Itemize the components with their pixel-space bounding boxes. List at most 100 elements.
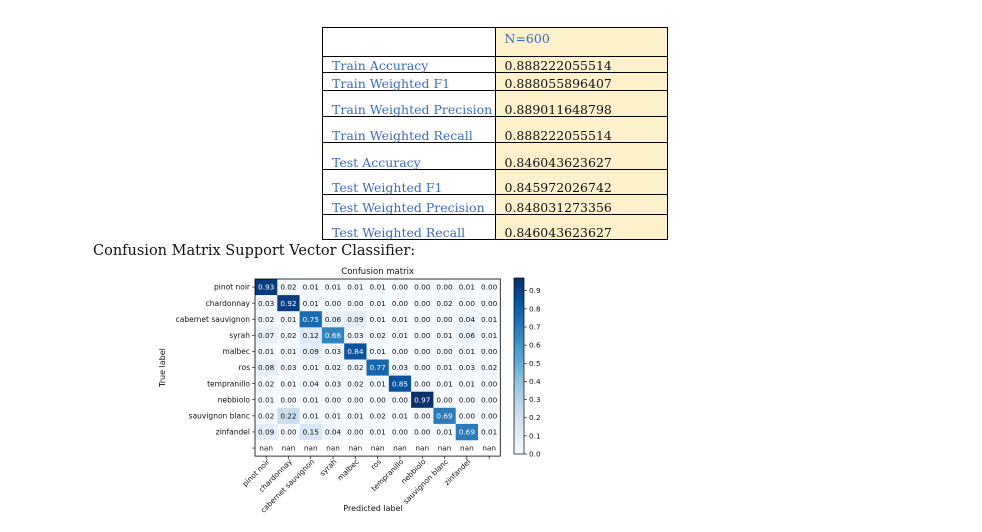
matrix-cell-label: 0.03 (459, 363, 476, 372)
colorbar-tick-label: 0.2 (529, 413, 541, 422)
y-tick-label: chardonnay (206, 299, 251, 308)
table-header-row: N=600 (322, 27, 668, 57)
matrix-cell (478, 391, 501, 409)
chart-title: Confusion matrix (341, 267, 414, 277)
matrix-cell-label: 0.00 (414, 315, 431, 324)
matrix-cell-label: 0.00 (414, 283, 431, 292)
matrix-cell-label: 0.09 (258, 428, 275, 437)
matrix-cell-label: 0.03 (392, 363, 409, 372)
matrix-cell-label: 0.00 (481, 411, 498, 420)
matrix-cell (299, 375, 323, 392)
y-tick-label: pinot noir (214, 283, 251, 292)
colorbar-tick-label: 0.0 (529, 450, 541, 459)
matrix-cell (478, 295, 501, 312)
matrix-cell (455, 295, 479, 312)
matrix-cell-label: 0.00 (414, 363, 431, 372)
x-axis-label: Predicted label (343, 504, 402, 513)
matrix-cell-label: 0.01 (280, 347, 296, 356)
matrix-cell (255, 359, 278, 376)
matrix-cell (366, 391, 390, 409)
matrix-cell (478, 407, 501, 425)
matrix-cell-label: 0.01 (392, 315, 408, 324)
matrix-cell-label: 0.08 (258, 363, 275, 372)
matrix-cell (344, 327, 367, 344)
matrix-cell (455, 375, 479, 392)
matrix-cell (366, 359, 390, 376)
matrix-cell-label: 0.01 (370, 428, 386, 437)
matrix-cell-label: 0.01 (258, 395, 274, 404)
matrix-cell (366, 327, 390, 344)
y-tick-label: tempranillo (207, 379, 250, 388)
matrix-cell (344, 279, 367, 296)
matrix-cell (321, 407, 345, 425)
y-tick-label: ros (239, 363, 251, 372)
matrix-cell (433, 391, 456, 409)
matrix-cell (255, 407, 278, 425)
colorbar-tick-label: 0.5 (529, 359, 541, 368)
matrix-cell (366, 311, 390, 328)
matrix-cell-label: nan (304, 444, 318, 453)
matrix-cell-label: 0.02 (258, 411, 274, 420)
matrix-cell (478, 359, 501, 376)
matrix-cell-label: 0.01 (370, 347, 386, 356)
matrix-cell (255, 295, 278, 312)
colorbar-tick-label: 0.9 (529, 286, 541, 295)
matrix-cell (366, 423, 390, 441)
matrix-cell-label: 0.01 (303, 283, 319, 292)
matrix-cell-label: 0.02 (436, 299, 452, 308)
matrix-cell-label: 0.97 (414, 395, 431, 404)
matrix-cell-label: 0.01 (370, 283, 386, 292)
matrix-cell (478, 343, 501, 360)
table-row: Train Weighted Recall 0.888222055514 (322, 116, 668, 143)
matrix-cell (478, 279, 501, 296)
table-row: Test Accuracy 0.846043623627 (322, 142, 668, 170)
matrix-cell-label: 0.04 (325, 428, 342, 437)
matrix-cell-label: 0.77 (370, 363, 387, 372)
colorbar-tick-label: 0.8 (529, 304, 541, 313)
matrix-cell (344, 311, 367, 328)
matrix-cell-label: 0.00 (392, 395, 409, 404)
matrix-cell-label: 0.01 (459, 347, 475, 356)
matrix-cell (433, 327, 456, 344)
metrics-table: N=600 Train Accuracy 0.888222055514 Trai… (322, 27, 668, 240)
matrix-cell-label: 0.00 (392, 347, 409, 356)
matrix-cell (455, 391, 479, 409)
y-tick-label: nebbiolo (218, 395, 251, 404)
matrix-cell (433, 343, 456, 360)
matrix-cell-label: nan (460, 444, 474, 453)
matrix-cell (344, 295, 367, 312)
matrix-cell-label: 0.01 (370, 315, 386, 324)
matrix-cell-label: 0.00 (347, 428, 364, 437)
metrics-table-body: N=600 Train Accuracy 0.888222055514 Trai… (322, 27, 668, 240)
matrix-cell-label: 0.01 (303, 299, 319, 308)
matrix-cell (277, 279, 300, 296)
matrix-cell-label: nan (326, 444, 340, 453)
matrix-cell (411, 423, 434, 441)
matrix-cell-label: 0.04 (303, 379, 320, 388)
colorbar-tick-label: 0.1 (529, 431, 541, 440)
matrix-cell (433, 375, 456, 392)
matrix-cell (455, 423, 479, 441)
colorbar-tick-label: 0.4 (529, 377, 541, 386)
matrix-cell (277, 295, 300, 312)
table-row-label: Test Weighted Recall (322, 214, 496, 240)
matrix-cell (321, 423, 345, 441)
matrix-cell-label: 0.02 (347, 379, 363, 388)
matrix-cell-label: 0.09 (347, 315, 364, 324)
matrix-cell (411, 391, 434, 409)
matrix-cell (255, 327, 278, 344)
table-row-label: Test Weighted F1 (322, 169, 496, 195)
matrix-cell-label: 0.01 (392, 331, 408, 340)
matrix-cell (344, 343, 367, 360)
matrix-cell-label: 0.22 (280, 411, 296, 420)
matrix-cell (321, 327, 345, 344)
matrix-cell (455, 311, 479, 328)
matrix-cell-label: 0.01 (370, 299, 386, 308)
matrix-cell (321, 359, 345, 376)
matrix-cell-label: 0.02 (325, 363, 341, 372)
matrix-cell-label: 0.03 (258, 299, 275, 308)
matrix-cell-label: 0.01 (280, 379, 296, 388)
table-row-label: Train Accuracy (322, 56, 496, 73)
table-row-label: Test Accuracy (322, 142, 496, 170)
table-row-value: 0.846043623627 (494, 214, 668, 240)
